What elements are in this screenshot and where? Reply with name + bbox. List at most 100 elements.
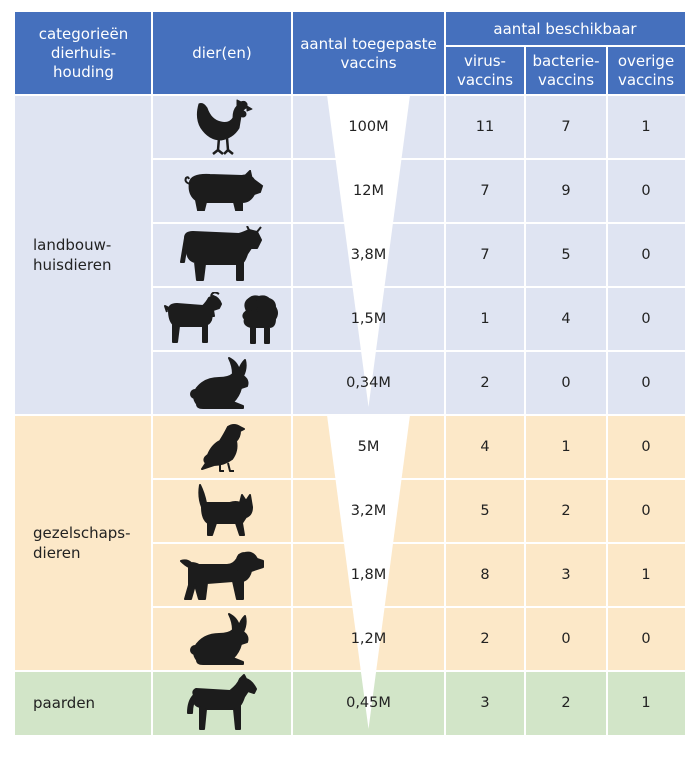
- rabbit-icon: [189, 356, 255, 410]
- column-divider: [151, 12, 153, 735]
- row-divider: [15, 414, 685, 416]
- header-other-text: overige vaccins: [618, 52, 674, 90]
- rabbit-icon: [189, 612, 255, 666]
- bacteria-value: 5: [561, 247, 571, 263]
- other-value: 0: [641, 439, 651, 455]
- applied-value: 0,34M: [346, 375, 391, 391]
- virus-value: 2: [480, 631, 490, 647]
- applied-value: 0,45M: [346, 695, 391, 711]
- header-available: aantal beschikbaar: [445, 12, 685, 46]
- applied-value: 3,8M: [350, 247, 387, 263]
- cat-icon: [190, 483, 254, 539]
- text-line: vaccins: [340, 53, 397, 72]
- header-animals: dier(en): [152, 12, 292, 95]
- header-applied-text: aantal toegepaste vaccins: [300, 35, 437, 73]
- category-band-paarden: [15, 671, 685, 735]
- header-virus-text: virus-vaccins: [457, 52, 513, 90]
- bacteria-value: 0: [561, 375, 571, 391]
- header-bacteria-text: bacterie-vaccins: [532, 52, 599, 90]
- other-value: 0: [641, 311, 651, 327]
- category-label-landbouw: landbouw-huisdieren: [15, 95, 152, 415]
- animal-cell: [152, 543, 292, 607]
- applied-value: 1,2M: [350, 631, 387, 647]
- category-label-gezelschap: gezelschaps-dieren: [15, 415, 152, 671]
- virus-value: 11: [475, 119, 495, 135]
- header-category-text: categorieën dierhuis-houding: [39, 25, 129, 82]
- text-line: vaccins: [617, 70, 675, 89]
- dog-icon: [177, 547, 267, 603]
- applied-value: 12M: [353, 183, 384, 199]
- horse-icon: [186, 673, 258, 733]
- header-other: overige vaccins: [607, 46, 685, 95]
- goat-icon: [163, 292, 225, 346]
- animal-cell: [152, 415, 292, 479]
- text-line: huisdieren: [33, 256, 112, 274]
- text-line: aantal toegepaste: [300, 34, 437, 53]
- virus-value: 7: [480, 247, 490, 263]
- text-line: virus-: [464, 51, 506, 70]
- animal-cell: [152, 351, 292, 415]
- virus-value: 1: [480, 311, 490, 327]
- bacteria-value: 9: [561, 183, 571, 199]
- animal-cell: [152, 95, 292, 159]
- category-label-text: landbouw-huisdieren: [33, 235, 112, 275]
- row-divider: [152, 222, 685, 224]
- other-value: 1: [641, 695, 651, 711]
- text-line: categorieën: [38, 25, 129, 43]
- bacteria-value: 2: [561, 695, 571, 711]
- bacteria-value: 1: [561, 439, 571, 455]
- animal-cell: [152, 159, 292, 223]
- text-line: gezelschaps-: [33, 524, 131, 542]
- text-line: vaccins: [456, 70, 514, 89]
- bird-icon: [198, 421, 246, 473]
- column-divider: [606, 46, 608, 735]
- applied-value: 3,2M: [350, 503, 387, 519]
- category-label-text: gezelschaps-dieren: [33, 523, 131, 563]
- row-divider: [152, 478, 685, 480]
- other-value: 0: [641, 631, 651, 647]
- text-line: overige: [617, 51, 675, 70]
- cow-icon: [179, 226, 265, 284]
- applied-value: 100M: [348, 119, 389, 135]
- bacteria-value: 2: [561, 503, 571, 519]
- header-subdivider: [445, 45, 685, 47]
- row-divider: [152, 542, 685, 544]
- applied-value: 1,8M: [350, 567, 387, 583]
- row-divider: [152, 158, 685, 160]
- column-divider: [444, 12, 446, 735]
- text-line: landbouw-: [33, 236, 112, 254]
- header-animals-text: dier(en): [192, 44, 252, 62]
- virus-value: 2: [480, 375, 490, 391]
- other-value: 0: [641, 183, 651, 199]
- header-virus: virus-vaccins: [445, 46, 525, 95]
- header-category: categorieën dierhuis-houding: [15, 12, 152, 95]
- animal-cell: [152, 671, 292, 735]
- row-divider: [152, 350, 685, 352]
- other-value: 1: [641, 567, 651, 583]
- other-value: 0: [641, 375, 651, 391]
- text-line: paarden: [33, 694, 96, 712]
- header-applied: aantal toegepaste vaccins: [292, 12, 445, 95]
- column-divider: [524, 46, 526, 735]
- virus-value: 3: [480, 695, 490, 711]
- applied-value: 5M: [357, 439, 380, 455]
- text-line: dieren: [33, 544, 81, 562]
- animal-cell: [152, 607, 292, 671]
- sheep-icon: [239, 293, 281, 345]
- vaccine-table: landbouw-huisdieren gezelschaps-dieren paa…: [15, 12, 685, 747]
- header-bacteria: bacterie-vaccins: [525, 46, 607, 95]
- pig-icon: [180, 170, 264, 212]
- animal-cell: [152, 479, 292, 543]
- applied-value: 1,5M: [350, 311, 387, 327]
- virus-value: 8: [480, 567, 490, 583]
- virus-value: 5: [480, 503, 490, 519]
- row-divider: [15, 670, 685, 672]
- text-line: bacterie-: [532, 51, 600, 70]
- column-divider: [291, 12, 293, 735]
- category-label-text: paarden: [33, 693, 95, 713]
- category-label-paarden: paarden: [15, 671, 152, 735]
- virus-value: 4: [480, 439, 490, 455]
- animal-cell: [152, 223, 292, 287]
- applied-funnel-landbouw: [327, 95, 410, 407]
- bacteria-value: 4: [561, 311, 571, 327]
